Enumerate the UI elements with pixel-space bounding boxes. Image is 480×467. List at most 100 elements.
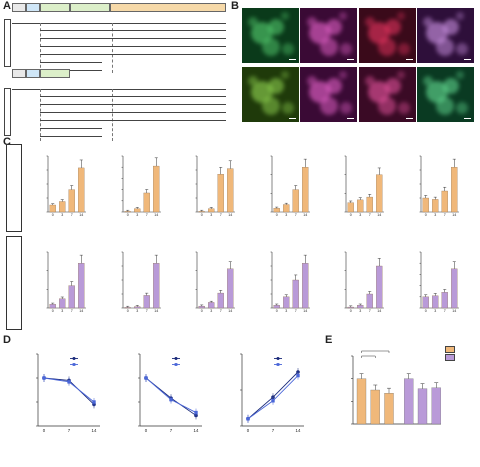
x-tick-label: 0 [200, 309, 203, 313]
x-tick-label: 3 [434, 213, 437, 217]
bar [49, 304, 56, 309]
bar [404, 378, 414, 425]
line-chart-svg [138, 353, 202, 427]
x-tick-label: 3 [61, 213, 64, 217]
bar [347, 202, 354, 213]
x-tick-label: 0 [275, 309, 278, 313]
panel-b-images [232, 8, 480, 126]
condition-line [40, 30, 112, 31]
bar [283, 204, 290, 213]
condition-line [40, 120, 112, 121]
bar [376, 174, 383, 213]
x-tick-label: 7 [294, 213, 297, 217]
line-chart-svg [240, 353, 304, 427]
x-tick-label: 7 [443, 309, 446, 313]
bar [347, 306, 354, 309]
x-tick-label: 0 [424, 213, 427, 217]
scale-bar [405, 59, 413, 60]
bar [432, 199, 439, 213]
bar-chart-svg [351, 350, 441, 425]
x-tick-label: 14 [154, 213, 159, 217]
bar [366, 196, 373, 213]
bar [217, 292, 224, 309]
x-tick-label: 14 [295, 428, 301, 433]
bar-chart: 0 3 7 14 [22, 236, 96, 328]
stage-divider [40, 23, 41, 73]
bar [273, 208, 280, 213]
fluorescent-cell-cluster [367, 21, 390, 44]
side-label-box [4, 88, 11, 136]
fluorescent-cell-cluster [326, 78, 343, 95]
fluorescent-cell-cluster [384, 78, 401, 95]
bar [198, 211, 205, 213]
fluorescent-cell-cluster [455, 71, 464, 80]
data-point [296, 373, 300, 378]
x-tick-label: 3 [359, 213, 362, 217]
data-point [144, 376, 148, 380]
fluorescent-cell-cluster [384, 19, 401, 36]
condition-line [112, 104, 226, 105]
timeline-box [70, 3, 110, 12]
stage-divider [112, 89, 113, 141]
bar [292, 279, 299, 309]
condition-line [112, 112, 226, 113]
fluorescent-cell-cluster [455, 12, 464, 21]
fluorescent-cell-cluster [306, 16, 317, 27]
fluorescent-cell-cluster [423, 75, 434, 86]
x-tick-label: 14 [452, 309, 457, 313]
condition-line [40, 46, 112, 47]
x-tick-label: 7 [70, 213, 73, 217]
line-chart-svg [36, 353, 100, 427]
bar [78, 167, 85, 213]
row-band-midbrain [6, 144, 22, 232]
legend-swatch [445, 346, 455, 353]
x-tick-label: 0 [126, 213, 129, 217]
fluorescent-cell-cluster [397, 71, 406, 80]
data-point [194, 410, 198, 415]
legend-marker [276, 363, 280, 366]
legend-swatch [172, 363, 180, 366]
x-tick-label: 7 [145, 309, 148, 313]
bar [208, 302, 215, 309]
x-tick-label: 7 [145, 213, 148, 217]
bar [441, 190, 448, 213]
bar-chart: 0 3 7 14 [22, 140, 96, 232]
bar [68, 189, 75, 213]
panel-label-d: D [3, 334, 11, 346]
fluorescent-cell-cluster [280, 71, 289, 80]
x-tick-label: 0 [424, 309, 427, 313]
bar [153, 165, 160, 213]
x-tick-label: 7 [70, 309, 73, 313]
bar [217, 174, 224, 213]
x-tick-label: 0 [144, 428, 148, 433]
row-band-hindbrain [6, 236, 22, 330]
x-tick-label: 3 [210, 309, 213, 313]
x-tick-label: 0 [349, 213, 352, 217]
timeline-box [26, 3, 40, 12]
panel-label-c: C [3, 136, 11, 148]
condition-line [40, 96, 112, 97]
timeline-box [12, 3, 26, 12]
x-tick-label: 7 [219, 213, 222, 217]
fluorescent-cell-cluster [319, 37, 338, 56]
bar [124, 211, 131, 213]
bar-chart-svg [121, 251, 161, 309]
bar-chart-svg [270, 251, 310, 309]
bar-chart-svg [419, 251, 459, 309]
fluorescent-cell-cluster [339, 71, 348, 80]
fluorescent-cell-cluster [443, 19, 460, 36]
data-point [42, 376, 46, 380]
fluorescent-cell-cluster [456, 43, 469, 56]
bar [134, 306, 141, 309]
x-tick-label: 7 [271, 428, 275, 433]
bar [143, 295, 150, 309]
timeline-box [110, 3, 226, 12]
fluorescent-cell-cluster [364, 16, 375, 27]
x-tick-label: 0 [275, 213, 278, 217]
legend-swatch [274, 363, 282, 366]
bar [143, 192, 150, 213]
bar [292, 189, 299, 213]
x-tick-label: 7 [443, 213, 446, 217]
panel-label-a: A [3, 0, 11, 12]
fluorescent-cell-cluster [398, 43, 411, 56]
